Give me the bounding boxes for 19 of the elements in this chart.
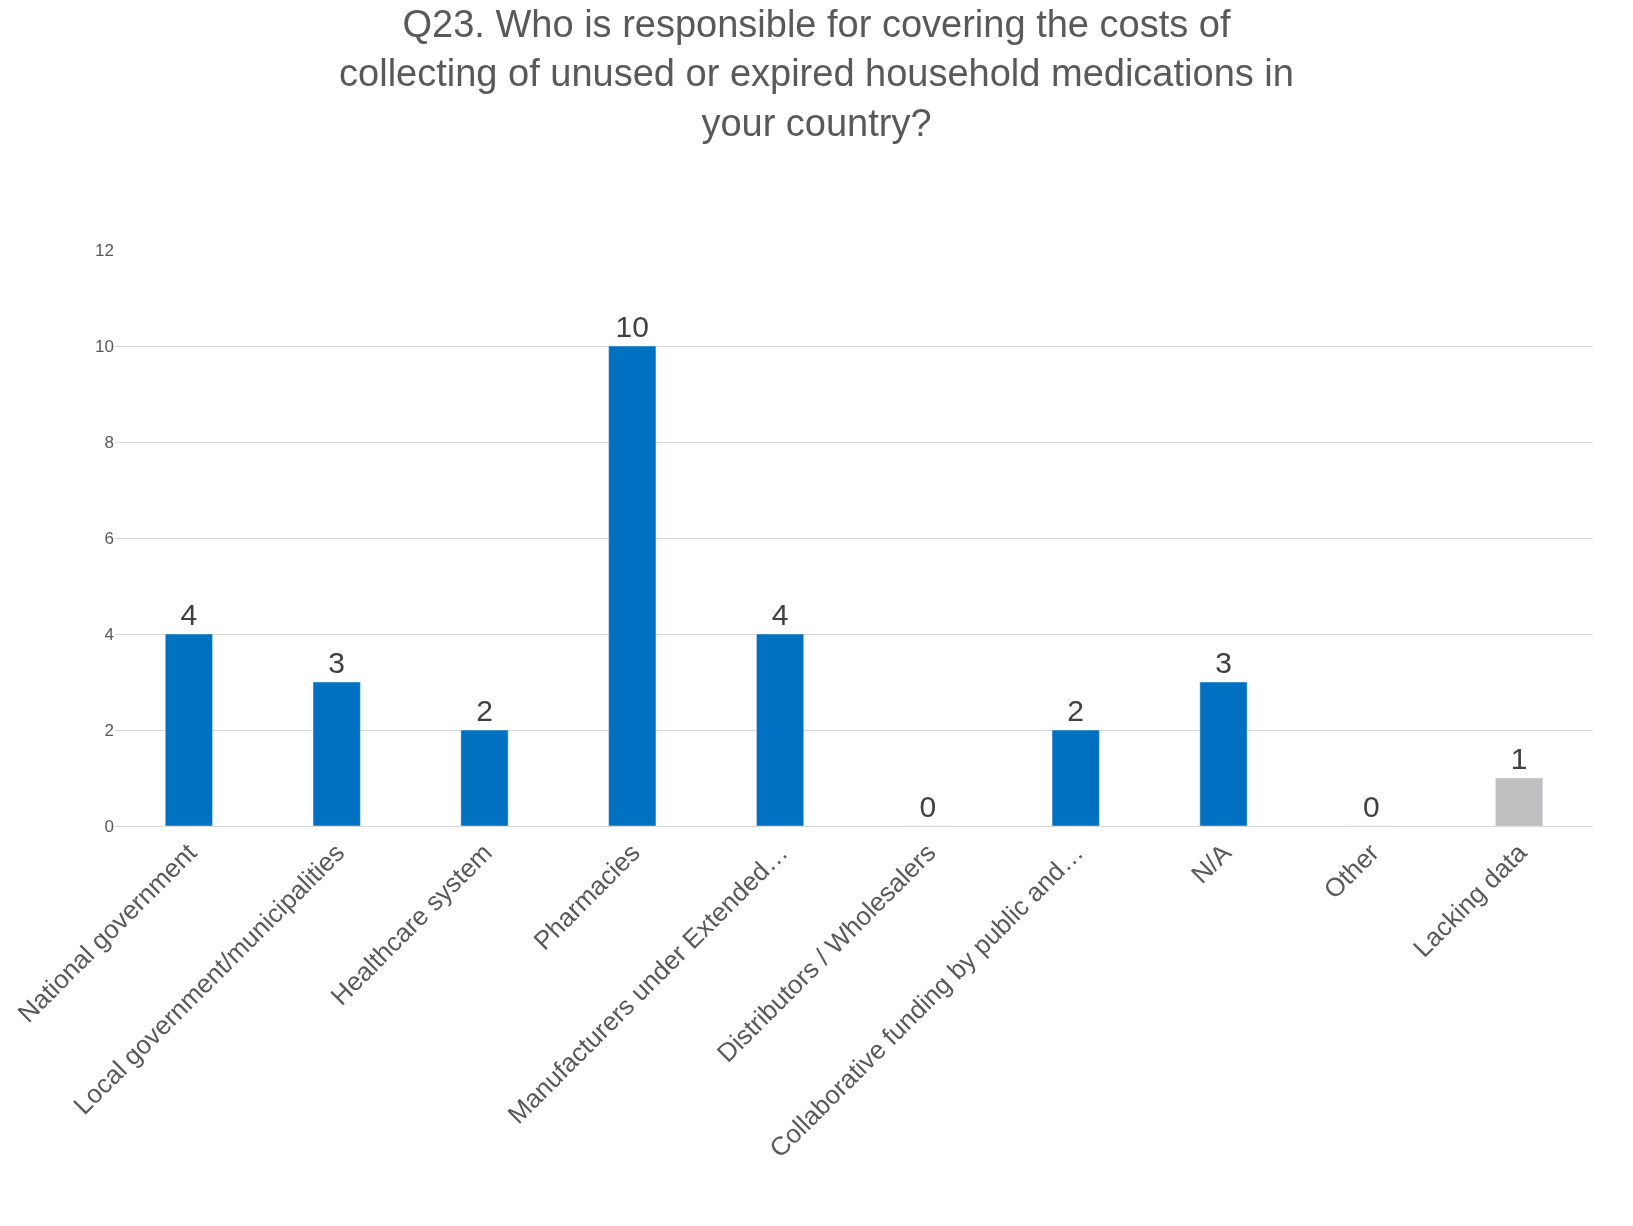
data-label: 3 (328, 646, 346, 679)
x-tick-label: N/A (1185, 836, 1238, 890)
data-label: 1 (1510, 742, 1528, 775)
data-label: 4 (180, 598, 198, 631)
y-tick-label: 0 (104, 816, 114, 836)
y-tick-label: 4 (104, 624, 114, 644)
y-tick-label: 6 (104, 528, 114, 548)
data-label: 0 (919, 790, 937, 823)
data-label: 3 (1215, 646, 1232, 679)
data-label: 0 (1362, 790, 1380, 823)
y-tick-label: 8 (104, 432, 114, 452)
data-label: 2 (476, 694, 493, 727)
y-tick-label: 12 (95, 240, 114, 260)
y-tick-label: 2 (104, 720, 114, 740)
y-tick-label: 10 (95, 336, 114, 356)
data-label: 4 (771, 598, 789, 631)
chart-title: Q23. Who is responsible for covering the costs of collecting of unused or expired household medications in your country? (339, 2, 1294, 144)
data-label: 2 (1067, 694, 1085, 727)
data-label: 10 (615, 310, 649, 343)
